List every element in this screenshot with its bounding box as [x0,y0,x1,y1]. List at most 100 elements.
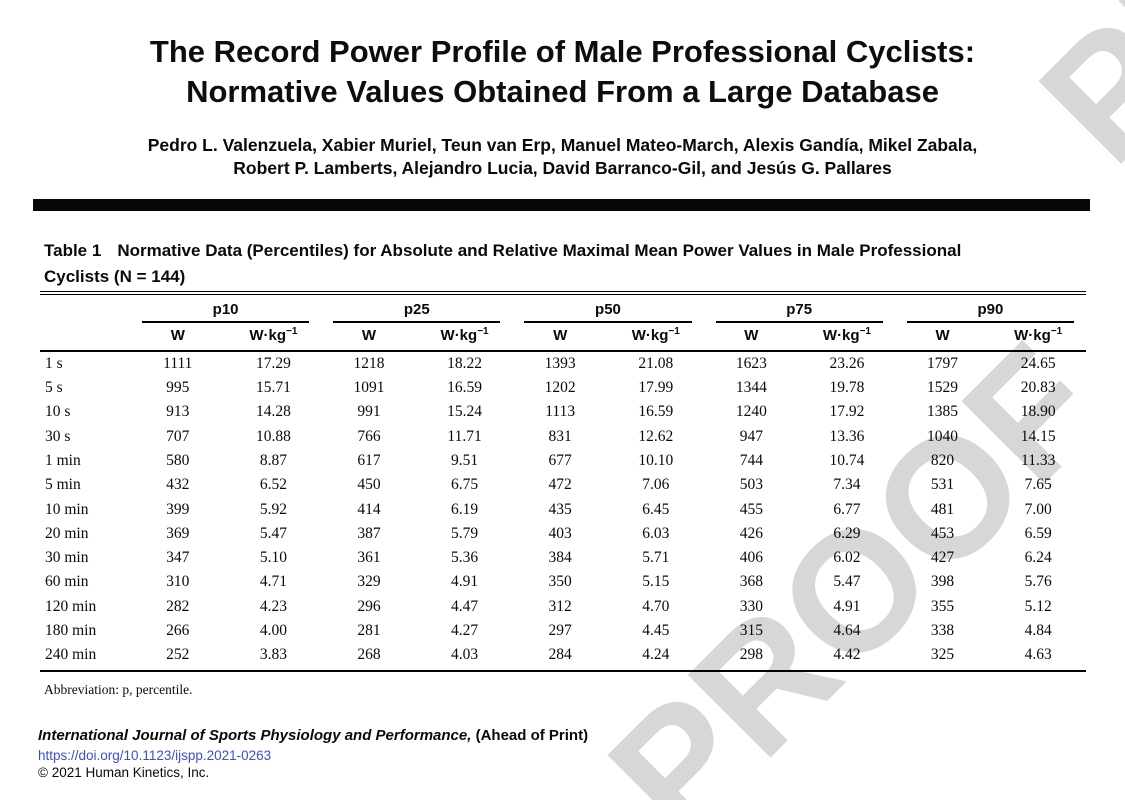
cell-value: 1113 [545,403,576,421]
cell-value: 16.59 [638,403,674,421]
cell-value: 414 [357,500,381,518]
cell-value: 580 [166,452,190,470]
author-list: Pedro L. Valenzuela, Xabier Muriel, Teun… [0,134,1125,180]
cell-value: 10.74 [829,452,865,470]
cell-value: 5.79 [451,524,479,542]
cell-value: 20.83 [1020,379,1056,397]
cell-value: 503 [739,476,763,494]
table-row: 30 s 707 10.88 766 11.71 831 12.62 947 13.36 1040… [40,425,1086,449]
doi-link[interactable]: https://doi.org/10.1123/ijspp.2021-0263 [38,748,272,763]
table-caption-text: Normative Data (Percentiles) for Absolut… [117,241,962,260]
cell-value: 4.23 [259,597,287,615]
cell-value: 13.36 [829,427,865,445]
cell-value: 6.19 [451,500,479,518]
cell-value: 282 [166,597,190,615]
cell-value: 766 [357,427,381,445]
table-row: 5 min 432 6.52 450 6.75 472 7.06 503 7.34 531 7.65 [40,473,1086,497]
unit-wkg-exponent: −1 [477,326,489,337]
cell-value: 1393 [544,354,576,372]
cell-value: 5.76 [1024,573,1052,591]
col-header-wkg: W·kg−1 [225,323,322,352]
cell-value: 298 [703,643,800,672]
cell-value: 4.64 [833,621,861,639]
cell-value: 15.24 [447,403,483,421]
cell-value: 338 [930,621,955,639]
cell-value: 399 [166,500,190,518]
cell-value: 347 [166,549,190,567]
cell-value: 6.77 [833,500,861,518]
cell-value: 677 [548,452,572,470]
row-duration-label: 5 min [45,476,81,494]
divider-bar [33,199,1090,211]
table-row: 10 s 913 14.28 991 15.24 1113 16.59 1240 17.92 13… [40,401,1086,425]
col-header-w: W [130,323,226,352]
cell-value: 707 [166,427,190,445]
cell-value: 6.29 [833,524,861,542]
cell-value: 3.83 [225,643,322,672]
cell-value: 6.02 [833,549,861,567]
cell-value: 406 [739,549,763,567]
cell-value: 4.03 [416,643,513,672]
cell-value: 5.12 [1024,597,1052,615]
cell-value: 995 [166,379,190,397]
cell-value: 19.78 [829,379,865,397]
group-header-label: p50 [524,301,692,323]
cell-value: 268 [321,643,417,672]
cell-value: 1623 [735,354,767,372]
cell-value: 6.45 [642,500,670,518]
cell-value: 1091 [353,379,385,397]
cell-value: 6.59 [1024,524,1052,542]
row-duration-label: 10 min [45,500,89,518]
author-list-line2: Robert P. Lamberts, Alejandro Lucia, Dav… [233,158,892,178]
cell-value: 12.62 [638,427,674,445]
cell-value: 1218 [353,354,385,372]
cell-value: 329 [357,573,381,591]
table-row: 180 min 266 4.00 281 4.27 297 4.45 315 4.64 338 4.… [40,619,1086,643]
group-header-p25: p25 [321,295,512,323]
group-header-p75: p75 [704,295,895,323]
cell-value: 426 [739,524,763,542]
cell-value: 14.15 [1020,427,1056,445]
group-header-p10: p10 [130,295,321,323]
unit-wkg-exponent: −1 [668,326,680,337]
cell-value: 11.33 [1021,452,1056,470]
table-row: 60 min 310 4.71 329 4.91 350 5.15 368 5.47 398 5.7… [40,571,1086,595]
unit-w-label: W [553,326,568,344]
cell-value: 4.47 [451,597,479,615]
unit-w-label: W [361,326,377,344]
cell-value: 398 [930,573,955,591]
cell-value: 310 [166,573,190,591]
cell-value: 4.27 [451,621,479,639]
cell-value: 17.29 [255,354,291,372]
cell-value: 427 [930,549,955,567]
article-title-line1: The Record Power Profile of Male Profess… [149,34,976,69]
row-duration-label: 120 min [45,597,97,615]
cell-value: 23.26 [829,354,865,372]
row-duration-label: 5 s [45,379,63,397]
cell-value: 14.28 [255,403,291,421]
unit-w-label: W [744,326,759,344]
unit-wkg-label: W·kg [631,327,669,344]
cell-value: 4.24 [607,643,704,672]
cell-value: 4.63 [990,643,1086,672]
cell-value: 18.90 [1020,403,1056,421]
cell-value: 315 [739,621,763,639]
cell-value: 350 [548,573,572,591]
cell-value: 15.71 [255,379,291,397]
cell-value: 4.42 [799,643,895,672]
unit-wkg-exponent: −1 [859,326,871,337]
row-duration-label: 10 s [45,403,71,421]
group-header-label: p25 [333,301,501,323]
cell-value: 6.52 [259,476,287,494]
cell-value: 24.65 [1020,354,1056,372]
table-row: 240 min 252 3.83 268 4.03 284 4.24 298 4.42 325 4.… [40,643,1086,672]
cell-value: 10.88 [255,427,291,445]
cell-value: 4.00 [259,621,287,639]
cell-value: 1240 [735,403,767,421]
cell-value: 6.75 [451,476,479,494]
row-duration-label: 30 s [45,427,71,445]
cell-value: 531 [930,476,955,494]
cell-value: 991 [357,403,381,421]
cell-value: 6.24 [1024,549,1052,567]
